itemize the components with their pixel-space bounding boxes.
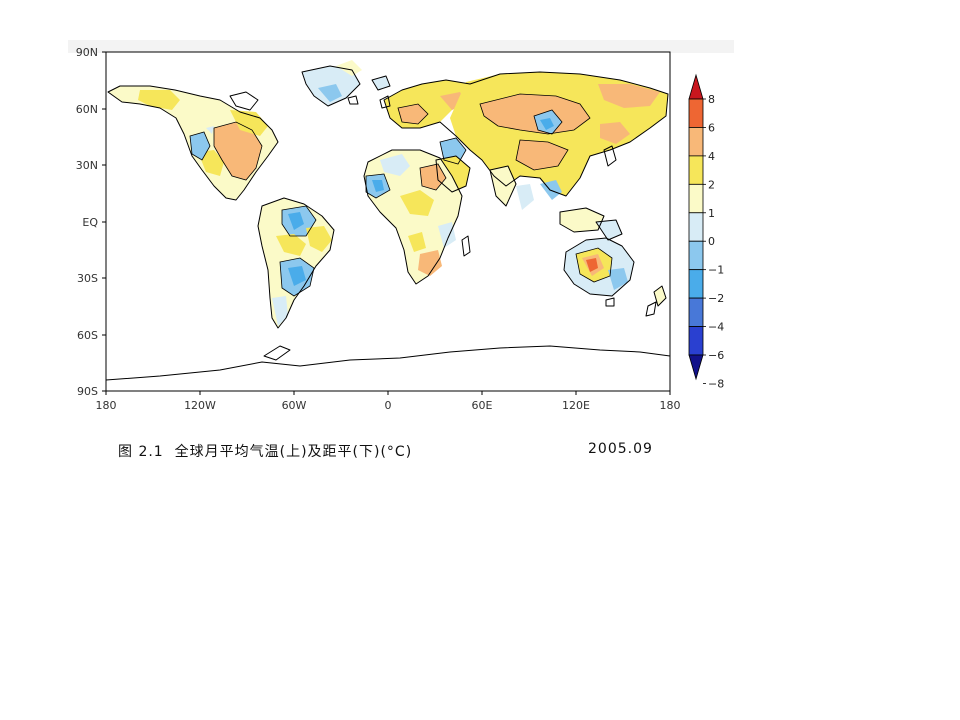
lon-tick-label: 60W [282,399,307,412]
lon-tick-label: 120W [184,399,216,412]
color-legend: 8 6 4 2 1 0 −1 −2 −4 −6 −8 [688,73,724,390]
frame-strip [68,40,734,53]
legend-label: −2 [708,292,724,305]
legend-label: 6 [708,121,715,134]
lon-tick-label: 180 [660,399,681,412]
legend-swatch [688,297,704,327]
legend-label: 2 [708,178,715,191]
lat-tick-label: EQ [82,216,98,229]
lon-tick-label: 180 [96,399,117,412]
legend-swatch [688,98,704,128]
lat-ticks: 90N 60N 30N EQ 30S 60S 90S [76,46,106,398]
legend-swatch [688,240,704,271]
lat-tick-label: 90S [77,385,98,398]
lat-tick-label: 60N [76,103,98,116]
lat-tick-label: 90N [76,46,98,59]
figure-date: 2005.09 [588,441,653,457]
legend-arrow-bottom [688,354,704,381]
legend-arrow-top [688,73,704,100]
coastlines [106,65,670,391]
figure-caption: 图 2.1 全球月平均气温(上)及距平(下)(°C) [118,444,413,460]
legend-swatch [688,269,704,299]
lon-tick-label: 60E [472,399,493,412]
legend-label: 1 [708,207,715,220]
legend-label: 0 [708,235,715,248]
legend-swatch [688,155,704,185]
legend-swatch [688,127,704,157]
legend-label: −6 [708,349,724,362]
map-content [106,60,670,391]
legend-swatch [688,326,704,356]
legend-swatch [688,212,704,242]
lat-tick-label: 60S [77,329,98,342]
lon-ticks: 180 120W 60W 0 60E 120E 180 [96,391,681,412]
legend-swatch [688,183,704,214]
lat-tick-label: 30S [77,272,98,285]
legend-label: −4 [708,321,724,334]
anomaly-contours [189,93,613,297]
lon-tick-label: 0 [385,399,392,412]
shaded-anomaly-field [108,60,668,328]
legend-label: 8 [708,93,715,106]
legend-label: 4 [708,150,715,163]
lon-tick-label: 120E [562,399,590,412]
legend-label: −1 [708,264,724,277]
lat-tick-label: 30N [76,159,98,172]
legend-label: −8 [708,377,724,390]
